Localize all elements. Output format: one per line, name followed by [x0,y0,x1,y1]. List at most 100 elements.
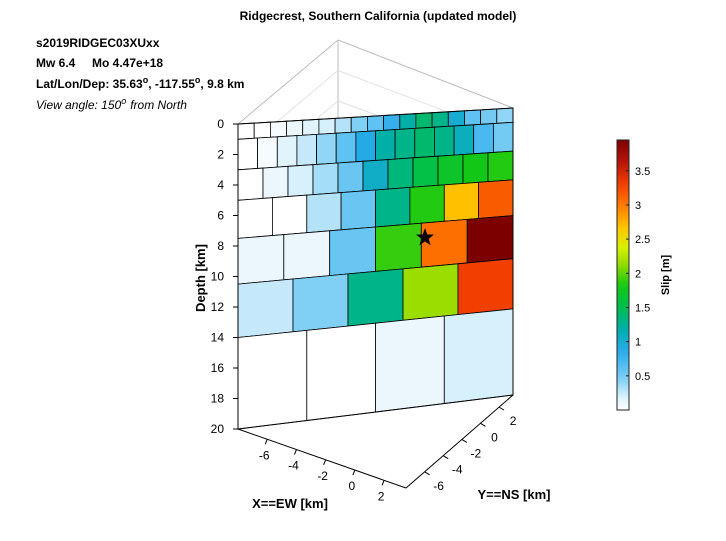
slip-patch-r4-c2 [329,226,376,277]
slip-patches [237,107,514,430]
ew-tick-mark [381,480,385,486]
depth-tick-label: 20 [211,422,225,436]
slip-patch-r1-c13 [492,121,514,153]
slip-patch-r0-c16 [496,107,514,124]
view-angle-label: View angle: 150o from North [36,96,187,112]
colorbar-tick-label: 1.5 [635,302,650,314]
slip-patch-r6-c0 [237,329,308,430]
slip-patch-r1-c6 [355,130,376,163]
slip-patch-r4-c5 [466,215,514,264]
ns-axis-label: Y==NS [km] [478,487,551,502]
lon-part: , -117.55 [148,77,195,91]
colorbar-tick-label: 3.5 [635,166,650,178]
slip-patch-r2-c7 [412,155,439,188]
ns-axis-ticks: 20 -2 -4 -6 [405,394,517,493]
ew-axis-line [237,428,407,489]
slip-patch-r2-c8 [437,154,464,186]
ns-tick-label: -4 [452,463,463,477]
slip-patch-r1-c1 [257,136,278,169]
slip-patch-r3-c1 [271,194,308,236]
location-label: Lat/Lon/Dep: 35.63o, -117.55o, 9.8 km [36,75,244,91]
slip-patch-r1-c7 [375,129,396,161]
slip-patch-r0-c5 [318,117,336,135]
box-edge-0 [237,39,339,125]
view-prefix: View angle: 150 [36,98,122,112]
depth-tick-label: 0 [217,117,224,131]
slip-patch-r3-c2 [306,192,342,234]
slip-patch-r2-c2 [287,164,314,197]
ew-tick-label: -4 [288,459,299,473]
ns-tick-mark [480,422,486,427]
colorbar [616,139,630,411]
deg-sup-2: o [195,75,201,85]
ns-tick-mark [424,471,430,476]
slip-patch-r6-c1 [306,322,376,421]
ew-tick-mark [323,459,327,465]
magnitude-mw: Mw 6.4 [36,56,76,70]
colorbar-tick-label: 2 [635,268,641,280]
slip-patch-r2-c0 [237,167,264,201]
depth-axis-label: Depth [km] [193,244,208,312]
ew-axis-ticks: -6 -4 -2 0 2 [237,428,407,503]
slip-patch-r0-c10 [399,113,417,130]
box-edge-1 [337,39,514,109]
slip-patch-r0-c7 [350,116,368,133]
slip-patch-r0-c3 [286,119,304,137]
slip-patch-r5-c1 [292,273,349,333]
ns-tick-mark [461,439,468,443]
depth-tick-label: 12 [211,300,225,314]
hypocenter-star [416,227,434,246]
slip-patch-r4-c1 [283,230,331,281]
slip-patch-r0-c13 [447,110,465,127]
ew-tick-label: 0 [349,479,356,493]
slip-patch-r0-c2 [269,120,287,138]
slip-patch-r0-c4 [302,118,320,136]
depth-tick-label: 2 [217,148,224,162]
slip-patch-r6-c2 [375,315,445,413]
depth-tick-label: 6 [217,209,224,223]
slip-patch-r0-c8 [366,115,385,132]
slip-patch-r3-c6 [443,181,480,222]
slip-patch-r3-c5 [409,184,445,225]
slip-patch-r1-c8 [394,127,416,160]
slip-patch-r0-c1 [253,121,271,139]
slip-patch-r5-c2 [347,268,404,327]
ew-tick-mark [293,449,297,455]
slip-patch-r1-c0 [237,137,259,171]
slip-patch-r1-c12 [473,123,494,155]
deg-sup-3: o [121,96,126,106]
slip-patch-r3-c0 [237,197,273,239]
slip-patch-r3-c7 [478,179,514,219]
slip-patch-r1-c9 [414,126,435,159]
colorbar-tick-label: 1 [635,337,641,349]
ew-tick-label: -2 [317,469,328,483]
colorbar-tick-label: 3 [635,200,641,212]
slip-patch-r5-c4 [457,258,514,316]
slip-patch-r4-c3 [375,222,422,272]
depth-tick-label: 14 [211,331,225,345]
slip-patch-r0-c0 [237,122,255,140]
slip-patch-r0-c12 [431,111,449,128]
ns-tick-mark [442,455,449,460]
slip-patch-r0-c11 [415,112,433,129]
slip-patch-r1-c10 [433,125,455,157]
depth-tick-label: 16 [211,361,225,375]
slip-patch-r3-c4 [375,186,411,228]
slip-patch-r5-c0 [237,278,294,338]
slip-patch-r2-c3 [312,162,339,196]
slip-patch-r1-c2 [276,135,298,168]
ew-tick-label: 2 [378,489,385,503]
seismic-moment: Mo 4.47e+18 [92,56,163,70]
slip-patch-r2-c4 [337,160,364,194]
slip-patch-r2-c10 [487,150,514,183]
chart-title: Ridgecrest, Southern California (updated… [240,9,517,23]
ew-axis-label: X==EW [km] [252,496,328,511]
ew-tick-mark [352,469,356,476]
view-suffix: from North [130,98,187,112]
depth-axis-ticks: 0 2 4 6 8 10 12 14 16 18 20 [211,117,239,436]
slip-patch-r0-c14 [464,109,482,126]
slip-patch-r2-c6 [387,157,414,190]
ns-tick-label: 0 [491,430,498,444]
slip-patch-r1-c5 [335,131,357,164]
